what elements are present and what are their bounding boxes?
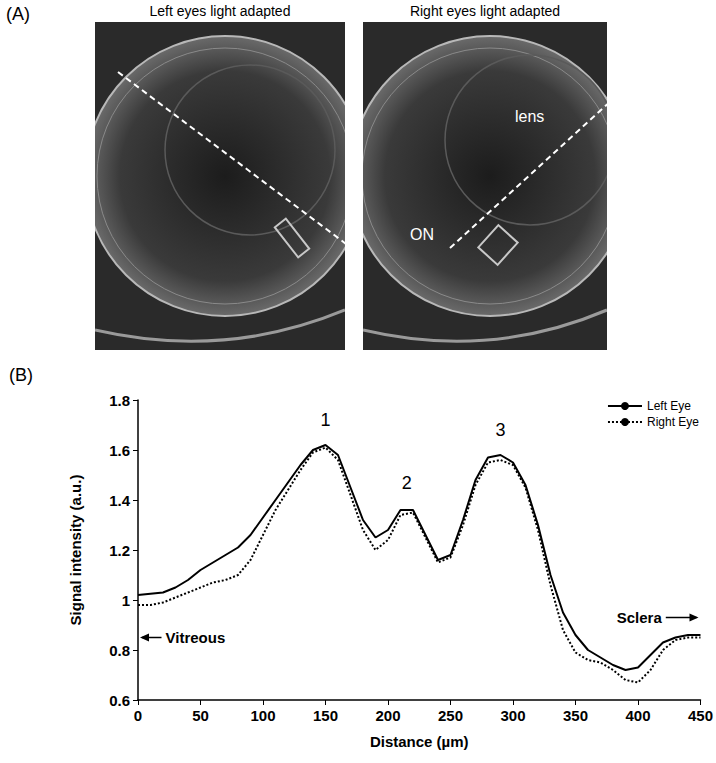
svg-text:1.8: 1.8 bbox=[109, 392, 130, 409]
svg-text:350: 350 bbox=[563, 707, 588, 724]
svg-text:0: 0 bbox=[134, 707, 142, 724]
svg-text:250: 250 bbox=[438, 707, 463, 724]
svg-text:Left Eye: Left Eye bbox=[647, 399, 691, 413]
svg-text:3: 3 bbox=[495, 420, 505, 440]
svg-text:Left eyes light adapted: Left eyes light adapted bbox=[150, 3, 291, 19]
svg-text:1: 1 bbox=[320, 410, 330, 430]
svg-text:Sclera: Sclera bbox=[617, 609, 663, 626]
svg-text:0.6: 0.6 bbox=[109, 692, 130, 709]
svg-text:ON: ON bbox=[410, 226, 434, 243]
svg-text:Signal intensity (a.u.): Signal intensity (a.u.) bbox=[67, 475, 84, 626]
svg-text:(A): (A) bbox=[6, 4, 30, 24]
svg-text:0.8: 0.8 bbox=[109, 642, 130, 659]
svg-text:150: 150 bbox=[313, 707, 338, 724]
svg-text:100: 100 bbox=[250, 707, 275, 724]
svg-text:1.6: 1.6 bbox=[109, 442, 130, 459]
svg-text:1: 1 bbox=[122, 592, 130, 609]
svg-text:lens: lens bbox=[515, 108, 544, 125]
svg-text:400: 400 bbox=[625, 707, 650, 724]
svg-text:50: 50 bbox=[192, 707, 209, 724]
svg-text:(B): (B) bbox=[9, 365, 33, 385]
svg-text:450: 450 bbox=[688, 707, 713, 724]
svg-text:Right eyes light adapted: Right eyes light adapted bbox=[410, 3, 560, 19]
svg-text:Distance (µm): Distance (µm) bbox=[370, 733, 469, 750]
svg-text:2: 2 bbox=[402, 473, 412, 493]
svg-text:200: 200 bbox=[375, 707, 400, 724]
svg-text:300: 300 bbox=[500, 707, 525, 724]
svg-text:1.4: 1.4 bbox=[109, 492, 131, 509]
svg-text:Vitreous: Vitreous bbox=[165, 629, 225, 646]
svg-text:1.2: 1.2 bbox=[109, 542, 130, 559]
svg-text:Right Eye: Right Eye bbox=[647, 415, 699, 429]
